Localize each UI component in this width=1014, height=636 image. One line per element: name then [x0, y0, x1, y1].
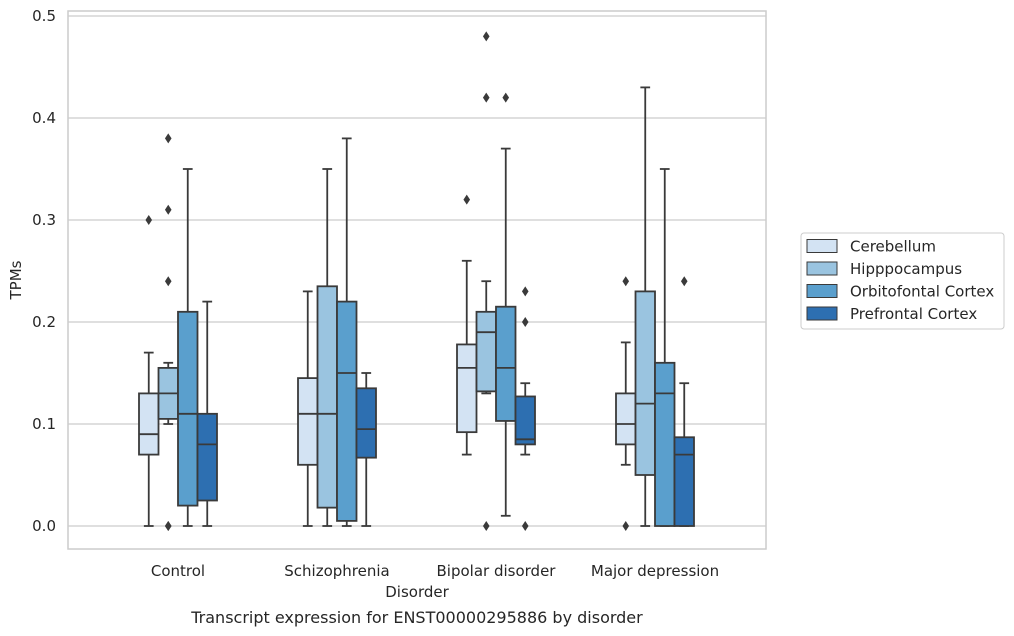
x-tick-label: Bipolar disorder: [437, 562, 557, 580]
box-prefrontal-cortex-1: [355, 372, 377, 527]
outlier-point: [164, 521, 172, 531]
y-axis-title: TPMs: [7, 260, 25, 300]
box-cerebellum-3: [615, 276, 637, 531]
x-axis-title: Disorder: [385, 583, 449, 601]
outlier-point: [164, 204, 172, 215]
y-tick-label: 0.2: [32, 313, 56, 331]
box-groups: [138, 31, 695, 531]
box-orbitofontal-cortex-2: [495, 92, 517, 517]
outlier-point: [145, 215, 153, 225]
outlier-point: [482, 31, 490, 42]
legend-label: Prefrontal Cortex: [850, 305, 977, 323]
y-tick-label: 0.3: [32, 211, 56, 229]
box-iqr: [336, 300, 358, 522]
chart-caption: Transcript expression for ENST0000029588…: [190, 608, 643, 627]
box-iqr: [316, 285, 338, 509]
legend-label: Cerebellum: [850, 238, 936, 256]
box-iqr: [654, 361, 676, 527]
x-tick-label: Major depression: [591, 562, 719, 580]
box-iqr: [355, 387, 377, 459]
y-axis-ticks: 0.0 0.1 0.2 0.3 0.4 0.5: [32, 7, 56, 535]
outlier-point: [482, 92, 490, 103]
outlier-point: [463, 194, 471, 205]
box-iqr: [514, 395, 536, 446]
plot-frame: [67, 10, 767, 550]
legend-swatch: [806, 284, 838, 298]
outlier-point: [164, 133, 172, 144]
box-iqr: [196, 412, 218, 502]
legend-frame: [800, 232, 1005, 330]
legend-label: Orbitofontal Cortex: [850, 283, 994, 301]
outlier-point: [502, 92, 510, 103]
box-iqr: [495, 305, 517, 422]
outlier-point: [521, 286, 529, 297]
x-axis-ticks: Control Schizophrenia Bipolar disorder Majo…: [151, 562, 719, 580]
x-tick-label: Control: [151, 562, 205, 580]
box-iqr: [615, 392, 637, 446]
legend-swatch: [806, 239, 838, 253]
box-iqr: [138, 392, 160, 456]
legend: Cerebellum Hipppocampus Orbitofontal Corte…: [800, 232, 1005, 330]
outlier-point: [622, 276, 630, 287]
y-tick-label: 0.0: [32, 517, 56, 535]
y-tick-label: 0.4: [32, 109, 56, 127]
box-cerebellum-0: [138, 215, 160, 527]
y-tick-label: 0.1: [32, 415, 56, 433]
box-iqr: [456, 343, 478, 434]
outlier-point: [521, 521, 529, 531]
box-orbitofontal-cortex-0: [177, 168, 199, 527]
outlier-point: [622, 521, 630, 531]
box-cerebellum-2: [456, 194, 478, 456]
box-prefrontal-cortex-3: [673, 276, 695, 527]
outlier-point: [680, 276, 688, 287]
outlier-point: [164, 276, 172, 287]
outlier-point: [482, 521, 490, 531]
legend-swatch: [806, 306, 838, 321]
box-hipppocampus-0: [157, 133, 179, 531]
legend-swatch: [806, 261, 838, 276]
box-iqr: [177, 310, 199, 507]
box-iqr: [634, 290, 656, 476]
box-iqr: [673, 436, 695, 527]
y-tick-label: 0.5: [32, 7, 56, 25]
x-tick-label: Schizophrenia: [284, 562, 389, 580]
legend-label: Hipppocampus: [850, 260, 962, 278]
box-hipppocampus-1: [316, 168, 338, 527]
box-iqr: [475, 310, 497, 393]
box-prefrontal-cortex-2: [514, 286, 536, 531]
box-hipppocampus-2: [475, 31, 497, 531]
box-prefrontal-cortex-0: [196, 300, 218, 527]
outlier-point: [521, 317, 529, 327]
box-hipppocampus-3: [634, 86, 656, 527]
box-iqr: [297, 377, 319, 466]
